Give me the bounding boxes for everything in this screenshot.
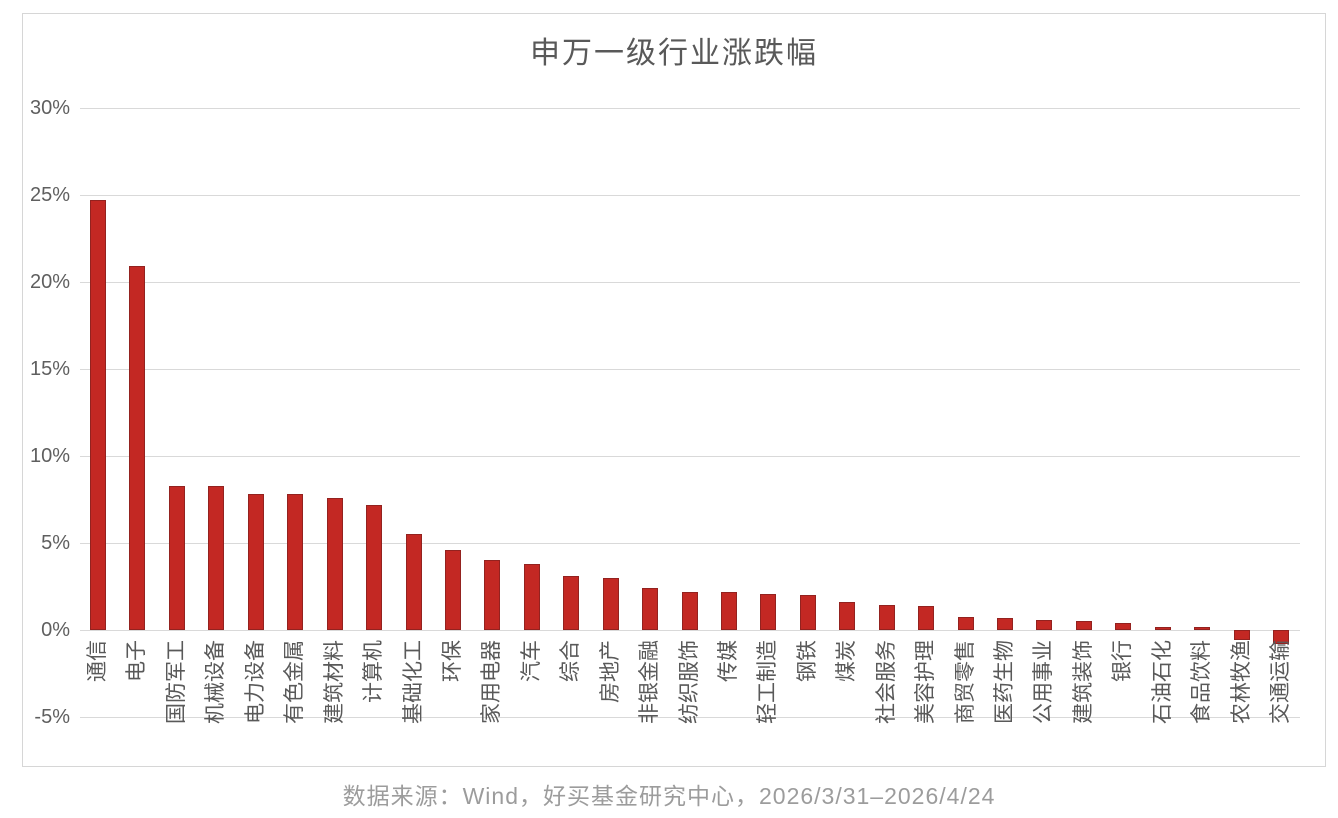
x-axis-label: 计算机 [362, 640, 385, 703]
bar [326, 497, 343, 630]
gridline [80, 630, 1300, 631]
y-tick-label: 5% [41, 532, 70, 554]
x-axis-label: 煤炭 [835, 640, 859, 682]
x-axis-label: 非银金融 [638, 640, 662, 724]
x-axis-label: 农林牧渔 [1229, 640, 1253, 724]
x-axis-label: 房地产 [598, 640, 622, 703]
x-axis-label: 美容护理 [914, 640, 938, 724]
x-axis-label: 纺织服饰 [677, 640, 701, 724]
gridline [80, 543, 1300, 544]
x-axis-label: 银行 [1111, 640, 1135, 682]
bar [642, 588, 659, 630]
x-axis-label: 钢铁 [795, 640, 819, 682]
x-axis-label: 公用事业 [1032, 640, 1056, 724]
x-axis-label: 基础化工 [401, 640, 425, 724]
x-axis-label: 社会服务 [874, 640, 898, 724]
bar [799, 595, 816, 630]
x-axis-label: 家用电器 [480, 640, 504, 724]
x-axis-label: 电子 [125, 640, 149, 682]
bar [602, 577, 619, 630]
gridline [80, 717, 1300, 718]
bar [957, 617, 974, 630]
bar [1036, 620, 1053, 630]
chart-card [22, 13, 1326, 767]
bar [997, 617, 1013, 630]
x-axis-label: 交通运输 [1269, 640, 1292, 724]
bar [720, 591, 737, 630]
bar [760, 593, 777, 630]
bar [168, 485, 185, 630]
bar [287, 494, 304, 630]
bar [1233, 630, 1250, 641]
x-axis-label: 医药生物 [993, 640, 1016, 724]
x-axis-label: 传媒 [716, 640, 740, 682]
bar [839, 602, 856, 630]
bar [1194, 627, 1211, 630]
chart-title: 申万一级行业涨跌幅 [530, 37, 818, 70]
bar [208, 485, 225, 630]
bar [878, 604, 895, 630]
y-tick-label: 10% [29, 445, 70, 467]
bar [444, 550, 461, 630]
bar [405, 534, 422, 630]
bar [1273, 630, 1289, 644]
bar [1154, 626, 1171, 630]
x-axis-label: 国防军工 [164, 640, 188, 724]
y-tick-label: 20% [29, 271, 70, 293]
bar [366, 504, 382, 630]
x-axis-label: 电力设备 [243, 640, 267, 724]
x-axis-label: 通信 [86, 640, 109, 682]
bar [563, 576, 580, 630]
bar [484, 560, 501, 630]
x-axis-label: 建筑装饰 [1071, 640, 1095, 724]
gridline [80, 195, 1300, 196]
x-axis-label: 食品饮料 [1190, 640, 1214, 724]
bar [90, 200, 106, 630]
bar [523, 563, 540, 630]
bar [681, 591, 698, 630]
gridline [80, 282, 1300, 283]
bar [1075, 621, 1092, 630]
y-tick-label: 15% [29, 358, 70, 380]
bar [918, 605, 935, 630]
x-axis-label: 有色金属 [283, 640, 307, 724]
x-axis-label: 环保 [440, 640, 464, 682]
bar [129, 266, 146, 630]
source-note: 数据来源：Wind，好买基金研究中心，2026/3/31–2026/4/24 [342, 783, 996, 809]
x-axis-label: 轻工制造 [756, 640, 780, 724]
x-axis-label: 汽车 [519, 640, 543, 682]
gridline [80, 108, 1300, 109]
y-tick-label: 30% [29, 97, 70, 119]
gridline [80, 456, 1300, 457]
x-axis-label: 石油石化 [1150, 640, 1174, 724]
x-axis-label: 建筑材料 [322, 640, 346, 724]
gridline [80, 369, 1300, 370]
y-tick-label: 0% [41, 619, 70, 641]
bar [247, 494, 264, 630]
y-tick-label: 25% [29, 184, 70, 206]
x-axis-label: 机械设备 [204, 640, 228, 724]
x-axis-label: 商贸零售 [953, 640, 977, 724]
bar [1115, 623, 1132, 630]
y-tick-label: -5% [34, 706, 70, 728]
x-axis-label: 综合 [559, 640, 583, 682]
